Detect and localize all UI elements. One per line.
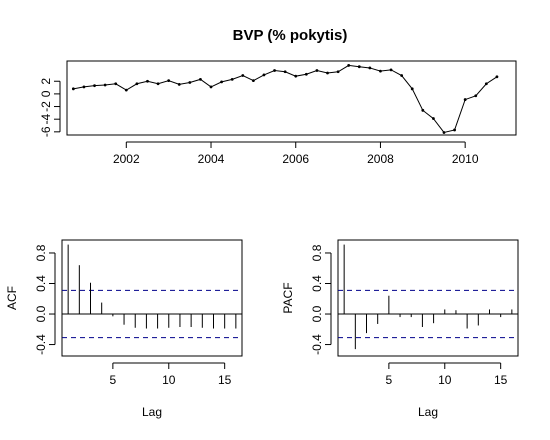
- x-tick-label: 2006: [282, 152, 309, 166]
- data-point: [103, 83, 107, 87]
- data-point: [177, 83, 181, 86]
- plot-frame: [61, 239, 243, 357]
- data-point: [283, 70, 287, 74]
- plot-frame: [66, 60, 517, 136]
- data-point: [273, 69, 276, 72]
- data-point: [474, 94, 478, 98]
- x-tick-label: 10: [438, 373, 452, 387]
- x-axis-label: Lag: [142, 405, 162, 419]
- data-point: [82, 85, 86, 89]
- x-tick-label: 2010: [452, 152, 479, 166]
- data-point: [199, 77, 202, 81]
- data-point: [421, 108, 425, 112]
- data-point: [71, 87, 75, 91]
- y-tick-label: -4: [39, 114, 53, 125]
- y-tick-label: 2: [39, 78, 53, 85]
- data-point: [167, 79, 171, 83]
- data-point: [379, 69, 382, 73]
- plot-frame: [337, 239, 519, 357]
- data-point: [357, 65, 361, 69]
- data-point: [304, 72, 308, 76]
- data-point: [262, 73, 266, 77]
- data-point: [135, 82, 139, 86]
- data-point: [241, 74, 245, 77]
- y-tick-label: -0.4: [310, 334, 324, 355]
- data-point: [220, 80, 224, 84]
- y-tick-label: -6: [39, 126, 53, 137]
- data-point: [156, 82, 160, 86]
- data-point: [410, 87, 414, 91]
- y-axis-label: ACF: [5, 286, 19, 310]
- x-tick-label: 2004: [198, 152, 225, 166]
- y-tick-label: 0.4: [310, 275, 324, 292]
- y-tick-label: 0.8: [34, 244, 48, 261]
- data-point: [326, 71, 329, 75]
- data-point: [146, 79, 149, 83]
- x-tick-label: 5: [110, 373, 117, 387]
- data-point: [442, 131, 446, 134]
- series-line: [73, 64, 498, 134]
- x-tick-label: 15: [494, 373, 508, 387]
- x-tick-label: 10: [162, 373, 176, 387]
- x-axis-label: Lag: [418, 405, 438, 419]
- data-point: [294, 74, 298, 78]
- data-point: [463, 98, 467, 101]
- data-point: [484, 82, 488, 86]
- data-point: [209, 85, 213, 89]
- data-point: [315, 69, 319, 72]
- x-tick-label: 2008: [367, 152, 394, 166]
- x-tick-label: 5: [386, 373, 393, 387]
- y-tick-label: -2: [39, 101, 53, 112]
- y-tick-label: 0.0: [34, 305, 48, 322]
- data-point: [453, 128, 456, 132]
- data-point: [389, 68, 393, 72]
- y-axis-label: PACF: [281, 282, 295, 313]
- chart-title: BVP (% pokytis): [233, 27, 348, 44]
- data-point: [495, 75, 499, 79]
- y-tick-label: 0.0: [310, 305, 324, 322]
- data-point: [114, 82, 118, 86]
- data-point: [336, 70, 340, 74]
- y-tick-label: 0.8: [310, 244, 324, 261]
- x-tick-label: 15: [218, 373, 232, 387]
- data-point: [124, 88, 128, 92]
- y-tick-label: -0.4: [34, 334, 48, 355]
- data-point: [188, 81, 192, 84]
- x-tick-label: 2002: [113, 152, 140, 166]
- data-point: [230, 77, 234, 81]
- y-tick-label: 0.4: [34, 275, 48, 292]
- y-tick-label: 0: [39, 90, 53, 97]
- data-point: [93, 84, 96, 88]
- data-point: [251, 79, 255, 83]
- data-point: [368, 66, 372, 70]
- data-point: [400, 74, 404, 77]
- data-point: [347, 64, 351, 67]
- data-point: [432, 117, 435, 120]
